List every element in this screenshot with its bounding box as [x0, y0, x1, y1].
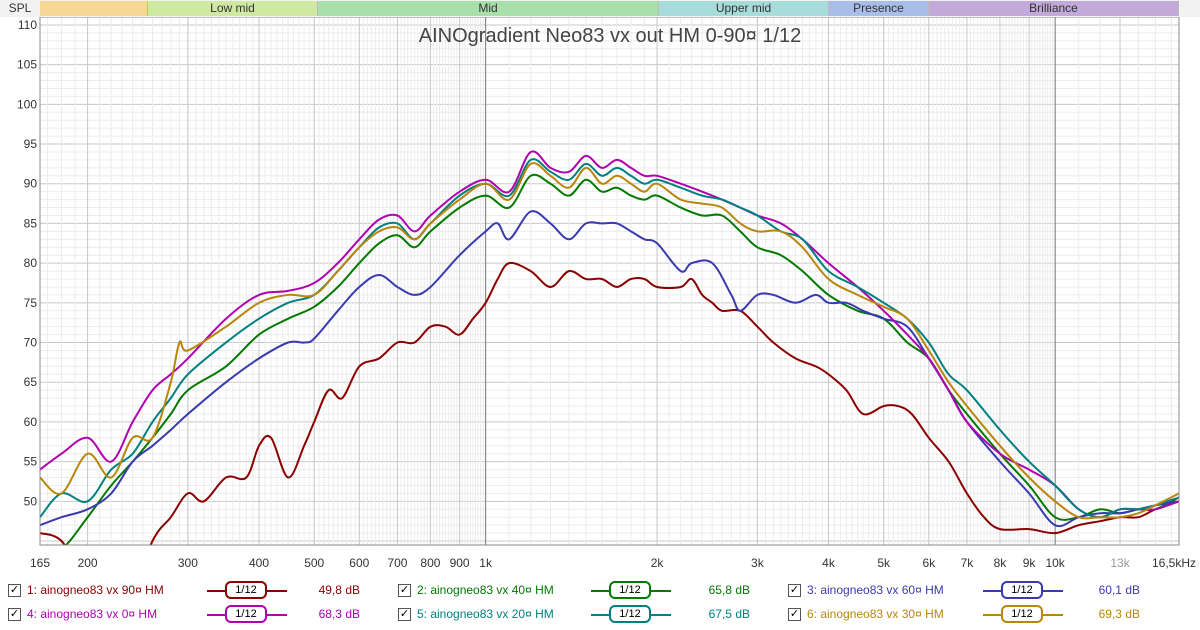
- series-line-2: [64, 173, 1179, 545]
- level-2: 65,8 dB: [708, 583, 750, 597]
- x-tick-label: 6k: [922, 556, 936, 570]
- smoothing-selector-3[interactable]: 1/12: [983, 580, 1063, 602]
- spl-axis-label: SPL: [8, 1, 32, 15]
- level-4: 68,3 dB: [318, 607, 360, 621]
- checkbox[interactable]: ✓: [8, 584, 21, 597]
- checkbox[interactable]: ✓: [8, 608, 21, 621]
- plot-frame: [39, 17, 1180, 546]
- smoothing-selector-4[interactable]: 1/12: [207, 604, 287, 626]
- x-tick-label: 165: [30, 556, 50, 570]
- legend-label-3: 3: ainogneo83 vx 60¤ HM: [807, 583, 944, 597]
- x-tick-label: 800: [420, 556, 440, 570]
- frequency-band-bar: SPL Low mid Mid Upper mid Presence Brill…: [0, 0, 1200, 17]
- x-tick-label: 4k: [822, 556, 836, 570]
- y-tick-label: 90: [24, 177, 38, 191]
- x-tick-label: 7k: [961, 556, 975, 570]
- x-tick-label: 900: [450, 556, 470, 570]
- level-5: 67,5 dB: [708, 607, 750, 621]
- band-upper-mid: Upper mid: [659, 1, 829, 16]
- x-tick-label: 8k: [994, 556, 1008, 570]
- frequency-response-chart[interactable]: 50 55 60 65 70 75 80 85 90 95 100 105 110 165 200 300 4…: [0, 17, 1200, 578]
- y-tick-label: 85: [24, 216, 38, 230]
- series-lines: [40, 150, 1179, 545]
- y-tick-label: 105: [17, 58, 37, 72]
- band-mid: Mid: [318, 1, 659, 16]
- legend-label-1: 1: ainogneo83 vx 90¤ HM: [27, 583, 164, 597]
- legend-item-6[interactable]: ✓ 6: ainogneo83 vx 30¤ HM 1/12 69,3 dB: [788, 604, 1188, 626]
- x-tick-label: 3k: [751, 556, 765, 570]
- x-tick-label: 400: [249, 556, 269, 570]
- legend-row-1: ✓ 1: ainogneo83 vx 90¤ HM 1/12 49,8 dB ✓…: [0, 580, 1200, 602]
- y-tick-label: 75: [24, 296, 38, 310]
- legend-label-6: 6: ainogneo83 vx 30¤ HM: [807, 607, 944, 621]
- checkbox[interactable]: ✓: [788, 608, 801, 621]
- x-tick-label: 13k: [1110, 556, 1130, 570]
- y-tick-label: 100: [17, 97, 37, 111]
- band-presence: Presence: [829, 1, 929, 16]
- smoothing-selector-1[interactable]: 1/12: [207, 580, 287, 602]
- x-tick-label: 5k: [877, 556, 891, 570]
- y-tick-label: 55: [24, 455, 38, 469]
- y-tick-label: 50: [24, 494, 38, 508]
- legend-row-2: ✓ 4: ainogneo83 vx 0¤ HM 1/12 68,3 dB ✓ …: [0, 604, 1200, 626]
- y-axis-ticks: 50 55 60 65 70 75 80 85 90 95 100 105 110: [17, 18, 37, 508]
- x-tick-label: 16,5kHz: [1152, 556, 1196, 570]
- legend-item-5[interactable]: ✓ 5: ainogneo83 vx 20¤ HM 1/12 67,5 dB: [398, 604, 788, 626]
- level-1: 49,8 dB: [318, 583, 360, 597]
- y-tick-label: 65: [24, 375, 38, 389]
- chart-title: AINOgradient Neo83 vx out HM 0-90¤ 1/12: [419, 25, 801, 47]
- y-tick-label: 70: [24, 336, 38, 350]
- smoothing-selector-5[interactable]: 1/12: [591, 604, 671, 626]
- y-tick-label: 110: [18, 18, 37, 32]
- series-line-4: [40, 150, 1179, 519]
- y-tick-label: 60: [24, 415, 38, 429]
- x-tick-label: 200: [78, 556, 98, 570]
- x-tick-label: 2k: [651, 556, 665, 570]
- checkbox[interactable]: ✓: [398, 584, 411, 597]
- x-axis-ticks: 165 200 300 400 500 600 700 800 900 1k 2k 3k 4k 5k 6k 7…: [30, 556, 1196, 570]
- level-3: 60,1 dB: [1098, 583, 1140, 597]
- x-tick-label: 500: [304, 556, 324, 570]
- series-line-6: [40, 162, 1179, 520]
- x-tick-label: 9k: [1023, 556, 1037, 570]
- legend-item-4[interactable]: ✓ 4: ainogneo83 vx 0¤ HM 1/12 68,3 dB: [8, 604, 398, 626]
- legend-item-1[interactable]: ✓ 1: ainogneo83 vx 90¤ HM 1/12 49,8 dB: [8, 580, 1198, 602]
- legend-item-3[interactable]: ✓ 3: ainogneo83 vx 60¤ HM 1/12 60,1 dB: [788, 580, 1188, 602]
- band-low-mid: Low mid: [148, 1, 318, 16]
- series-line-5: [40, 158, 1179, 519]
- y-tick-label: 80: [24, 256, 38, 270]
- band-bass: [40, 1, 148, 16]
- x-tick-label: 700: [387, 556, 407, 570]
- chart-grid: [39, 17, 1180, 545]
- checkbox[interactable]: ✓: [788, 584, 801, 597]
- x-tick-label: 1k: [479, 556, 493, 570]
- level-6: 69,3 dB: [1098, 607, 1140, 621]
- x-tick-label: 300: [178, 556, 198, 570]
- legend-label-5: 5: ainogneo83 vx 20¤ HM: [417, 607, 554, 621]
- series-line-1: [40, 261, 1179, 545]
- x-tick-label: 600: [349, 556, 369, 570]
- band-brilliance: Brilliance: [929, 1, 1179, 16]
- legend: ✓ 1: ainogneo83 vx 90¤ HM 1/12 49,8 dB ✓…: [0, 578, 1200, 630]
- legend-label-4: 4: ainogneo83 vx 0¤ HM: [27, 607, 158, 621]
- smoothing-selector-6[interactable]: 1/12: [983, 604, 1063, 626]
- y-tick-label: 95: [24, 137, 38, 151]
- legend-item-2[interactable]: ✓ 2: ainogneo83 vx 40¤ HM 1/12 65,8 dB: [398, 580, 1188, 602]
- legend-label-2: 2: ainogneo83 vx 40¤ HM: [417, 583, 554, 597]
- smoothing-selector-2[interactable]: 1/12: [591, 580, 671, 602]
- checkbox[interactable]: ✓: [398, 608, 411, 621]
- x-tick-label: 10k: [1045, 556, 1065, 570]
